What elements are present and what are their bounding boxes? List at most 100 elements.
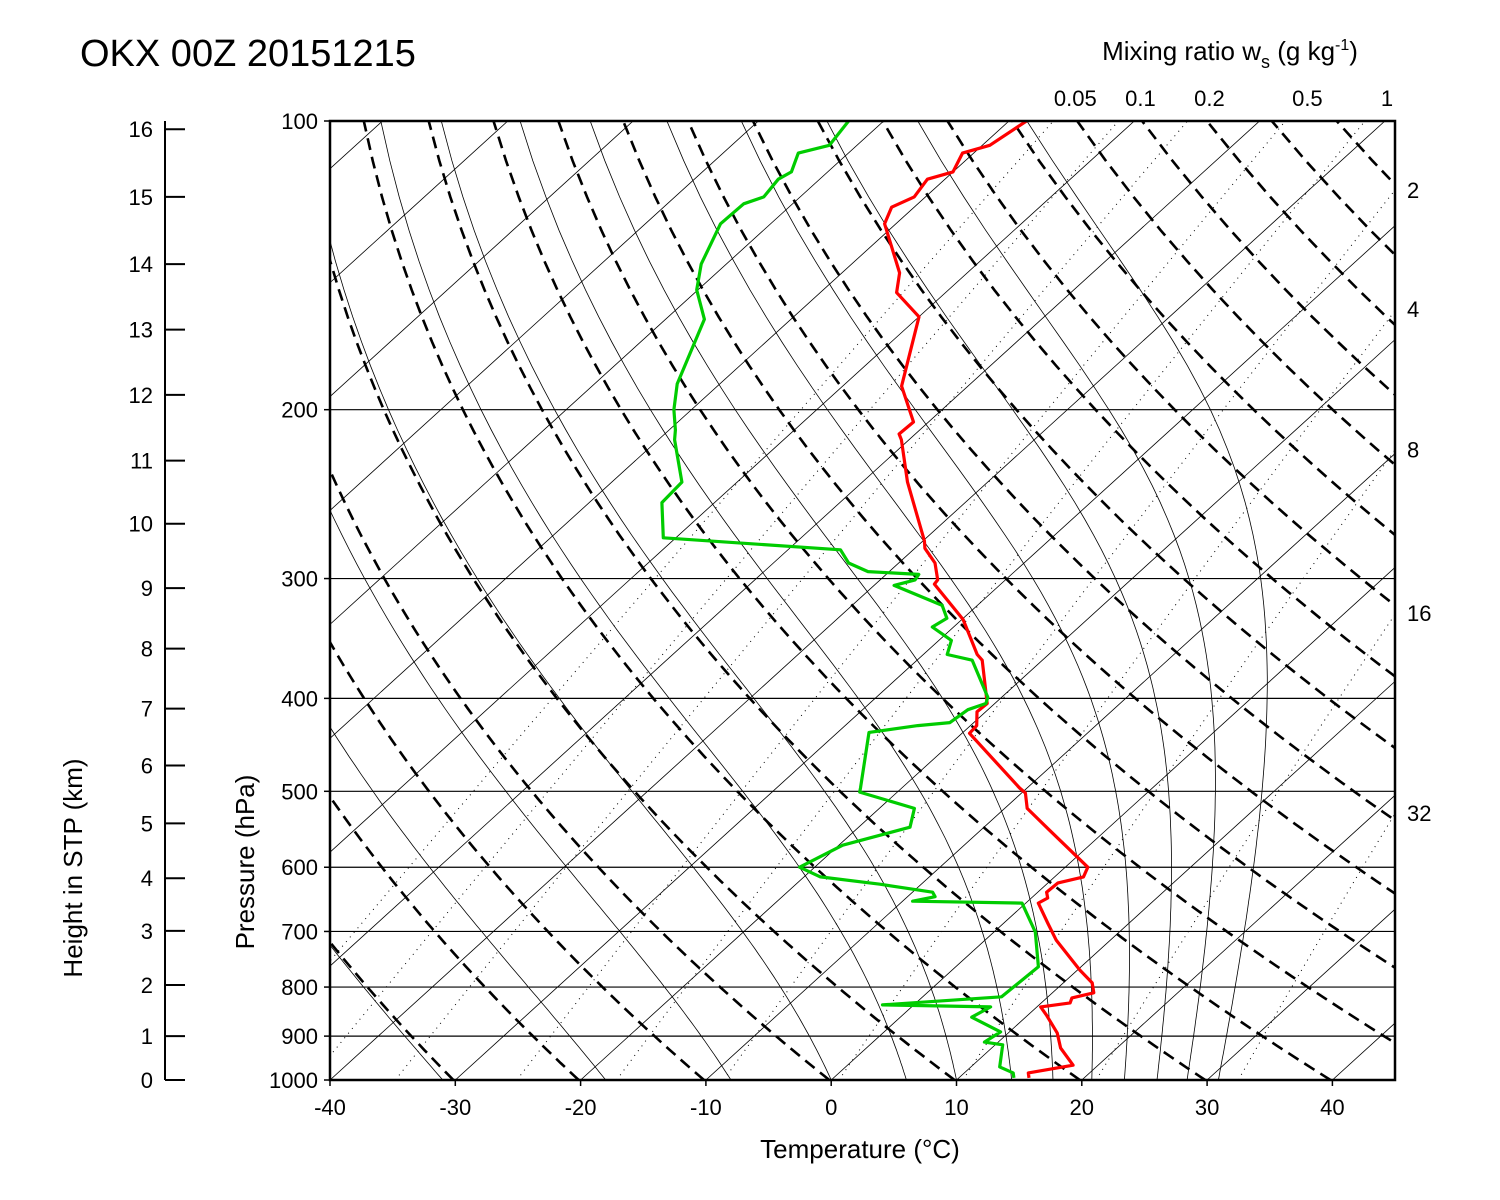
height-tick-label: 5 xyxy=(141,811,153,836)
dry-adiabat-line xyxy=(330,255,956,1080)
height-tick-label: 4 xyxy=(141,866,153,891)
temperature-tick-label: 20 xyxy=(1070,1095,1094,1120)
moist-adiabat-line xyxy=(330,239,832,1080)
pressure-tick-label: 800 xyxy=(281,975,318,1000)
moist-adiabat-line xyxy=(380,121,907,1080)
mixing-ratio-title-main: Mixing ratio w xyxy=(1102,36,1261,66)
height-tick-label: 15 xyxy=(129,185,153,210)
height-tick-label: 1 xyxy=(141,1024,153,1049)
height-tick-label: 3 xyxy=(141,919,153,944)
dry-adiabat-line xyxy=(557,121,1395,1045)
moist-adiabat-line xyxy=(1026,121,1268,1080)
pressure-tick-label: 200 xyxy=(281,398,318,423)
mixing-ratio-top-label: 0.5 xyxy=(1292,86,1323,111)
dry-adiabat-line xyxy=(492,121,1332,1080)
temperature-tick-label: 30 xyxy=(1195,1095,1219,1120)
isotherm-line xyxy=(330,121,759,511)
height-tick-label: 9 xyxy=(141,576,153,601)
pressure-tick-label: 1000 xyxy=(269,1068,318,1093)
mixing-ratio-right-label: 32 xyxy=(1407,801,1431,826)
pressure-tick-label: 300 xyxy=(281,567,318,592)
moist-adiabat-line xyxy=(330,726,607,1080)
temperature-tick-label: -40 xyxy=(314,1095,346,1120)
isotherm-line xyxy=(705,453,1395,1080)
sounding-traces xyxy=(660,121,1096,1079)
height-tick-label: 11 xyxy=(130,449,153,474)
isotherm-line xyxy=(830,566,1395,1080)
height-tick-label: 13 xyxy=(129,318,153,343)
height-tick-label: 7 xyxy=(141,697,153,722)
mixing-ratio-right-label: 8 xyxy=(1407,437,1419,462)
isotherm-line xyxy=(956,680,1395,1080)
moist-adiabat-line xyxy=(589,121,1054,1080)
temperature-tick-label: 10 xyxy=(944,1095,968,1120)
height-tick-label: 12 xyxy=(129,383,153,408)
temperature-trace xyxy=(883,121,1096,1079)
mixing-ratio-line xyxy=(1095,613,1395,1080)
dry-adiabat-line xyxy=(621,121,1395,970)
moist-adiabats xyxy=(330,121,1268,1080)
isotherm-line xyxy=(330,121,1010,739)
isotherm-line xyxy=(330,121,1386,1080)
x-axis-title: Temperature (°C) xyxy=(760,1134,960,1164)
temperature-tick-label: 0 xyxy=(825,1095,837,1120)
height-axis-title: Height in STP (km) xyxy=(58,758,88,977)
y-axis-title: Pressure (hPa) xyxy=(230,775,260,950)
dry-adiabat-line xyxy=(427,121,1206,1080)
moist-adiabat-line xyxy=(666,121,1093,1080)
height-tick-label: 8 xyxy=(141,637,153,662)
dry-adiabat-line xyxy=(946,121,1395,608)
moist-adiabat-line xyxy=(330,944,444,1080)
mixing-ratio-title-unit: (g kg xyxy=(1270,36,1335,66)
pressure-tick-label: 600 xyxy=(281,855,318,880)
moist-adiabat-line xyxy=(917,121,1216,1080)
isotherm-line xyxy=(330,121,634,398)
isotherms xyxy=(330,121,1395,1080)
temperature-tick-label: -20 xyxy=(565,1095,597,1120)
dry-adiabat-line xyxy=(330,467,831,1080)
dewpoint-trace xyxy=(660,121,1040,1079)
moist-adiabat-line xyxy=(519,121,1012,1080)
mixing-ratio-top-label: 1 xyxy=(1381,86,1393,111)
mixing-ratio-line xyxy=(394,121,1188,1080)
mixing-ratio-top-label: 0.1 xyxy=(1125,86,1156,111)
moist-adiabat-line xyxy=(826,121,1172,1080)
moist-adiabat-line xyxy=(740,121,1130,1080)
height-tick-label: 16 xyxy=(129,117,153,142)
moist-adiabat-line xyxy=(440,121,957,1080)
isotherm-line xyxy=(330,121,1260,967)
dry-adiabat-line xyxy=(330,794,580,1080)
isotherm-line xyxy=(1081,794,1395,1080)
temperature-tick-label: -30 xyxy=(439,1095,471,1120)
mixing-ratio-right-label: 4 xyxy=(1407,297,1419,322)
isotherm-line xyxy=(455,225,1395,1080)
isotherm-line xyxy=(330,121,1135,853)
pressure-tick-label: 100 xyxy=(281,109,318,134)
dry-adiabat-line xyxy=(362,121,1081,1080)
isotherm-line xyxy=(330,121,884,625)
isotherm-line xyxy=(1206,908,1395,1080)
mixing-ratio-right-label: 2 xyxy=(1407,178,1419,203)
isobars xyxy=(330,121,1395,1080)
mixing-ratio-title: Mixing ratio ws (g kg-1) xyxy=(1102,36,1358,72)
mixing-ratio-lines xyxy=(330,121,1395,1080)
isotherm-line xyxy=(580,339,1395,1080)
mixing-ratio-title-sub: s xyxy=(1261,52,1270,72)
mixing-ratio-line xyxy=(616,121,1366,1080)
isotherm-line xyxy=(330,121,509,284)
dry-adiabat-line xyxy=(330,639,705,1080)
pressure-tick-label: 700 xyxy=(281,919,318,944)
dry-adiabats xyxy=(330,121,1395,1080)
mixing-ratio-title-sup: -1 xyxy=(1335,37,1349,54)
mixing-ratio-top-label: 0.2 xyxy=(1194,86,1225,111)
height-tick-label: 14 xyxy=(129,252,153,277)
mixing-ratio-title-close: ) xyxy=(1349,36,1358,66)
height-tick-label: 10 xyxy=(129,512,153,537)
mixing-ratio-right-label: 16 xyxy=(1407,601,1431,626)
height-tick-label: 6 xyxy=(141,754,153,779)
mixing-ratio-line xyxy=(1237,812,1395,1080)
pressure-tick-label: 900 xyxy=(281,1024,318,1049)
pressure-tick-label: 400 xyxy=(281,686,318,711)
